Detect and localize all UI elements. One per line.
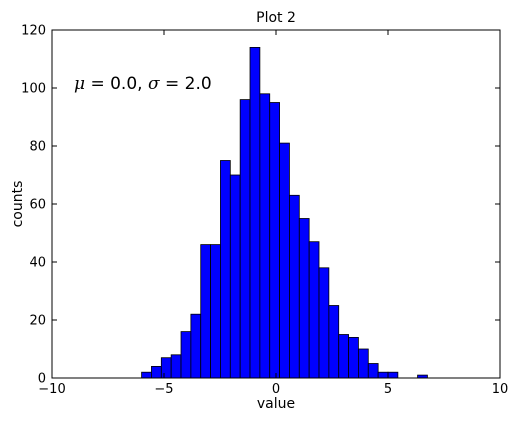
x-axis-label: value	[257, 396, 295, 412]
histogram-bar	[269, 102, 280, 379]
y-tick-label: 60	[29, 198, 46, 213]
stats-annotation: μ = 0.0, σ = 2.0	[74, 74, 212, 94]
histogram-bar	[190, 313, 202, 379]
histogram-bar	[141, 371, 152, 379]
histogram-bar	[160, 357, 172, 379]
y-tick-label: 120	[21, 24, 46, 39]
histogram-bar	[180, 331, 192, 379]
y-tick-label: 100	[21, 82, 46, 97]
histogram-bar	[210, 244, 221, 379]
sigma-value: = 2.0	[160, 74, 212, 94]
histogram-bar	[239, 99, 251, 379]
y-axis-label: counts	[10, 181, 26, 228]
histogram-bar	[249, 47, 261, 379]
histogram-bar	[200, 244, 211, 379]
histogram-bar	[279, 142, 290, 379]
histogram-bar	[377, 371, 389, 379]
histogram-bar	[259, 93, 271, 379]
histogram-bar	[151, 365, 162, 379]
x-tick-label: 5	[384, 382, 392, 397]
histogram-bar	[229, 174, 241, 379]
histogram-bar	[308, 241, 320, 379]
y-tick-label: 80	[29, 140, 46, 155]
mu-symbol: μ	[74, 74, 85, 94]
y-tick-label: 40	[29, 256, 46, 271]
histogram-bar	[318, 267, 330, 379]
histogram-bar	[298, 218, 310, 379]
y-tick-label: 20	[29, 314, 46, 329]
histogram-bar	[367, 363, 379, 379]
histogram-bar	[358, 348, 369, 379]
y-tick-label: 0	[38, 372, 46, 387]
mu-value: = 0.0,	[85, 74, 148, 94]
histogram-bar	[328, 305, 340, 379]
histogram-bar	[289, 194, 300, 379]
x-tick-label: −5	[154, 382, 173, 397]
histogram-bar	[387, 371, 399, 379]
histogram-bar	[348, 336, 359, 379]
x-tick-label: 0	[272, 382, 280, 397]
plot-title: Plot 2	[256, 10, 296, 26]
x-tick-label: −10	[38, 382, 65, 397]
histogram-bar	[220, 160, 231, 379]
histogram-bar	[170, 354, 182, 379]
sigma-symbol: σ	[148, 74, 160, 94]
x-tick-label: 10	[492, 382, 509, 397]
histogram-bar	[338, 334, 349, 379]
